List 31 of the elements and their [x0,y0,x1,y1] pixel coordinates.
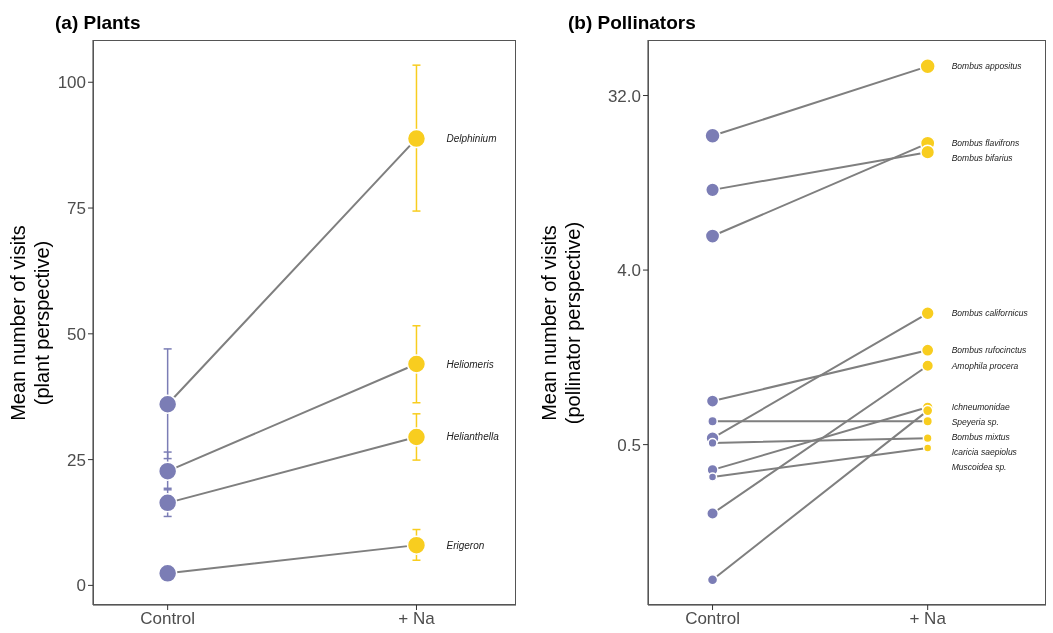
chart-title: (a) Plants [55,12,141,34]
text: Muscoidea sp. [951,462,1007,473]
y-axis-title: Mean number of visits (plant perspective) [6,224,54,421]
y-axis-title: Mean number of visits (pollinator perspective) [537,221,585,424]
text: Bombus rufocinctus [951,345,1028,356]
chart-title: (b) Pollinators [568,12,696,34]
series-label: Bombus appositus [951,61,1023,72]
y-tick-label: 100 [57,73,86,93]
x-tick-label: + Na [398,609,436,629]
text: Delphinium [446,133,497,145]
text: Bombus bifarius [951,153,1014,164]
text: Heliomeris [446,358,494,370]
x-tick-label: Control [685,609,740,629]
y-tick-label: 75 [67,199,86,219]
y-tick-label: 50 [67,324,86,344]
text: Amophila procera [950,360,1019,371]
text: Icaricia saepiolus [951,447,1018,458]
y-tick-label: 4.0 [617,261,641,281]
x-tick-label: Control [140,609,196,629]
x-tick-label: + Na [909,609,947,629]
text: Ichneumonidae [951,402,1011,413]
text: Speyeria sp. [951,417,999,428]
y-tick-label: 25 [67,450,86,470]
text: Bombus californicus [951,308,1029,319]
text: Bombus mixtus [951,432,1011,443]
y-tick-label: 32.0 [607,86,641,106]
text: Erigeron [446,539,485,551]
text: Helianthella [446,431,500,443]
y-tick-label: 0.5 [617,435,641,455]
series-label: Bombus flavifrons [951,138,1020,149]
y-tick-label: 0 [76,576,86,596]
